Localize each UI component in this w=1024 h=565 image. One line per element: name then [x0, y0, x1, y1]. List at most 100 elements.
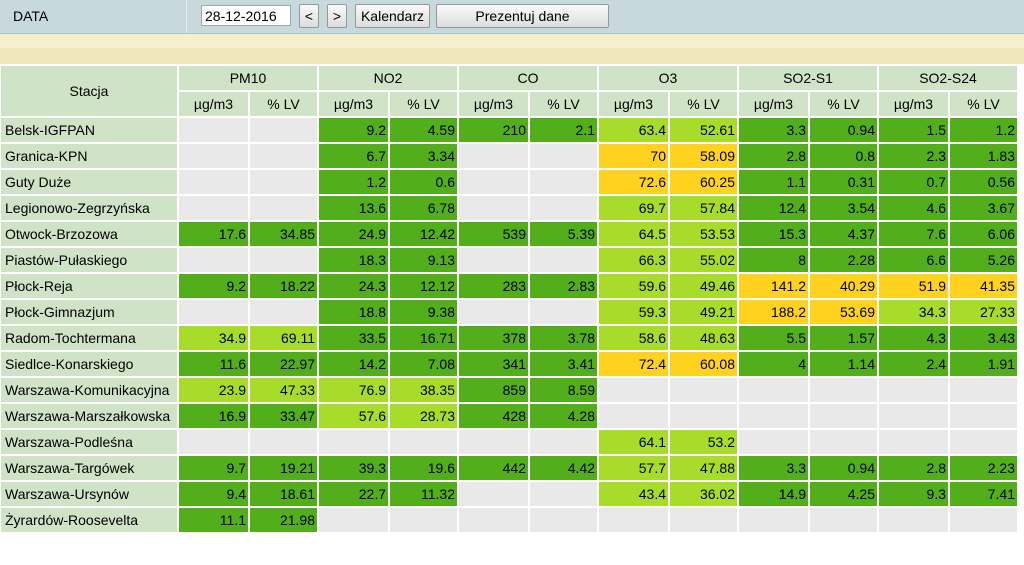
table-row: Płock-Gimnazjum 18.8 9.38 59.3 49.21 188.2 53.… [1, 300, 1017, 324]
percent-lv-cell: 4.37 [810, 222, 877, 246]
concentration-cell: 57.7 [599, 456, 668, 480]
percent-lv-cell: 0.6 [390, 170, 457, 194]
concentration-cell: 33.5 [319, 326, 388, 350]
concentration-cell: 9.4 [179, 482, 248, 506]
percent-lv-cell: 60.08 [670, 352, 737, 376]
concentration-cell: 12.4 [739, 196, 808, 220]
percent-lv-cell [250, 248, 317, 272]
percent-lv-cell: 3.54 [810, 196, 877, 220]
percent-lv-cell: 7.41 [950, 482, 1017, 506]
previous-day-button[interactable]: < [299, 4, 319, 28]
concentration-cell: 64.1 [599, 430, 668, 454]
concentration-cell [599, 378, 668, 402]
percent-lv-cell [530, 482, 597, 506]
concentration-cell: 18.8 [319, 300, 388, 324]
concentration-cell: 2.3 [879, 144, 948, 168]
station-name: Płock-Gimnazjum [1, 300, 177, 324]
percent-lv-cell [810, 508, 877, 532]
info-band [0, 34, 1024, 48]
station-name: Siedlce-Konarskiego [1, 352, 177, 376]
pollutant-header-o3: O3 [599, 66, 737, 90]
percent-lv-cell: 58.09 [670, 144, 737, 168]
percent-lv-cell: 2.83 [530, 274, 597, 298]
concentration-cell [179, 144, 248, 168]
concentration-cell [459, 482, 528, 506]
toolbar-divider [186, 0, 187, 33]
table-row: Warszawa-Marszałkowska 16.9 33.47 57.6 28.73… [1, 404, 1017, 428]
date-input[interactable] [201, 5, 291, 26]
percent-lv-cell: 1.83 [950, 144, 1017, 168]
concentration-cell: 69.7 [599, 196, 668, 220]
percent-lv-cell: 16.71 [390, 326, 457, 350]
unit-header: % LV [250, 92, 317, 116]
pollutant-header-so2-s24: SO2-S24 [879, 66, 1017, 90]
percent-lv-cell: 4.25 [810, 482, 877, 506]
percent-lv-cell: 0.8 [810, 144, 877, 168]
percent-lv-cell [390, 508, 457, 532]
concentration-cell: 283 [459, 274, 528, 298]
table-row: Warszawa-Podleśna 64.1 53.2 [1, 430, 1017, 454]
concentration-cell: 43.4 [599, 482, 668, 506]
percent-lv-cell: 1.57 [810, 326, 877, 350]
percent-lv-cell [810, 430, 877, 454]
concentration-cell: 14.2 [319, 352, 388, 376]
concentration-cell: 13.6 [319, 196, 388, 220]
station-name: Belsk-IGFPAN [1, 118, 177, 142]
concentration-cell [459, 248, 528, 272]
next-day-button[interactable]: > [327, 4, 347, 28]
calendar-button[interactable]: Kalendarz [355, 4, 430, 28]
station-column-header: Stacja [1, 66, 177, 116]
concentration-cell: 70 [599, 144, 668, 168]
station-name: Guty Duże [1, 170, 177, 194]
percent-lv-cell: 47.88 [670, 456, 737, 480]
unit-header: µg/m3 [599, 92, 668, 116]
percent-lv-cell: 9.38 [390, 300, 457, 324]
concentration-cell: 9.2 [179, 274, 248, 298]
percent-lv-cell [390, 430, 457, 454]
percent-lv-cell [250, 196, 317, 220]
station-name: Żyrardów-Roosevelta [1, 508, 177, 532]
concentration-cell: 1.1 [739, 170, 808, 194]
percent-lv-cell: 22.97 [250, 352, 317, 376]
percent-lv-cell: 69.11 [250, 326, 317, 350]
unit-header: % LV [390, 92, 457, 116]
percent-lv-cell: 1.91 [950, 352, 1017, 376]
station-name: Piastów-Pułaskiego [1, 248, 177, 272]
concentration-cell: 6.7 [319, 144, 388, 168]
concentration-cell [179, 248, 248, 272]
percent-lv-cell: 33.47 [250, 404, 317, 428]
concentration-cell: 66.3 [599, 248, 668, 272]
concentration-cell [599, 404, 668, 428]
concentration-cell [879, 508, 948, 532]
concentration-cell: 859 [459, 378, 528, 402]
percent-lv-cell: 6.78 [390, 196, 457, 220]
percent-lv-cell: 0.56 [950, 170, 1017, 194]
concentration-cell: 188.2 [739, 300, 808, 324]
percent-lv-cell: 7.08 [390, 352, 457, 376]
info-band-secondary [0, 48, 1024, 64]
percent-lv-cell: 3.43 [950, 326, 1017, 350]
concentration-cell: 9.3 [879, 482, 948, 506]
unit-header: % LV [950, 92, 1017, 116]
station-name: Warszawa-Ursynów [1, 482, 177, 506]
percent-lv-cell: 12.42 [390, 222, 457, 246]
percent-lv-cell: 1.14 [810, 352, 877, 376]
percent-lv-cell: 55.02 [670, 248, 737, 272]
station-name: Radom-Tochtermana [1, 326, 177, 350]
unit-header: µg/m3 [319, 92, 388, 116]
percent-lv-cell: 0.94 [810, 456, 877, 480]
concentration-cell: 34.3 [879, 300, 948, 324]
percent-lv-cell [530, 170, 597, 194]
show-data-button[interactable]: Prezentuj dane [436, 4, 609, 28]
table-row: Warszawa-Targówek 9.7 19.21 39.3 19.6 442 4.42… [1, 456, 1017, 480]
concentration-cell: 59.3 [599, 300, 668, 324]
station-name: Warszawa-Podleśna [1, 430, 177, 454]
percent-lv-cell: 41.35 [950, 274, 1017, 298]
percent-lv-cell [530, 144, 597, 168]
concentration-cell [319, 430, 388, 454]
percent-lv-cell: 18.61 [250, 482, 317, 506]
table-row: Płock-Reja 9.2 18.22 24.3 12.12 283 2.83 59.6 49… [1, 274, 1017, 298]
concentration-cell: 8 [739, 248, 808, 272]
table-row: Guty Duże 1.2 0.6 72.6 60.25 1.1 0.31 0.7 0.56 [1, 170, 1017, 194]
concentration-cell: 63.4 [599, 118, 668, 142]
